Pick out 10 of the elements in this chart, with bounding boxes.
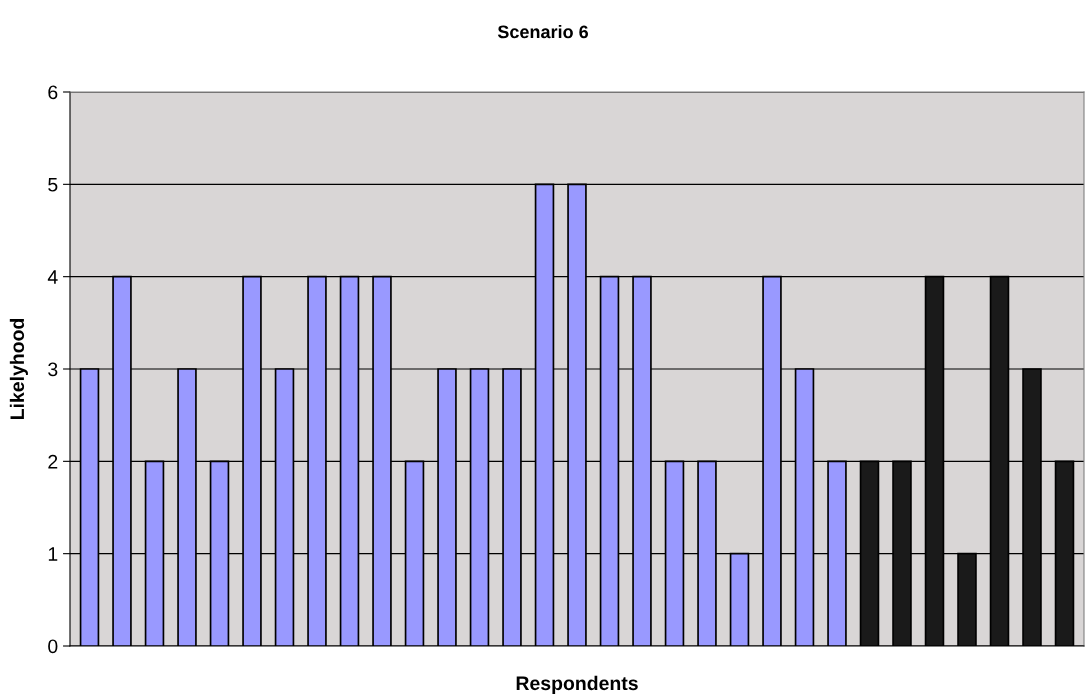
y-tick-label: 5 [48, 178, 58, 192]
y-tick-label: 4 [47, 270, 58, 284]
y-tick-label: 0 [48, 639, 58, 654]
y-tick-label: 1 [48, 547, 58, 561]
y-tick-label: 6 [48, 85, 58, 100]
chart-title: Scenario 6 [497, 25, 589, 39]
y-axis-title: Likelyhood [9, 318, 28, 420]
y-tick-label: 3 [48, 362, 58, 377]
y-tick-label: 2 [48, 454, 58, 469]
x-axis-title: Respondents [516, 675, 638, 694]
